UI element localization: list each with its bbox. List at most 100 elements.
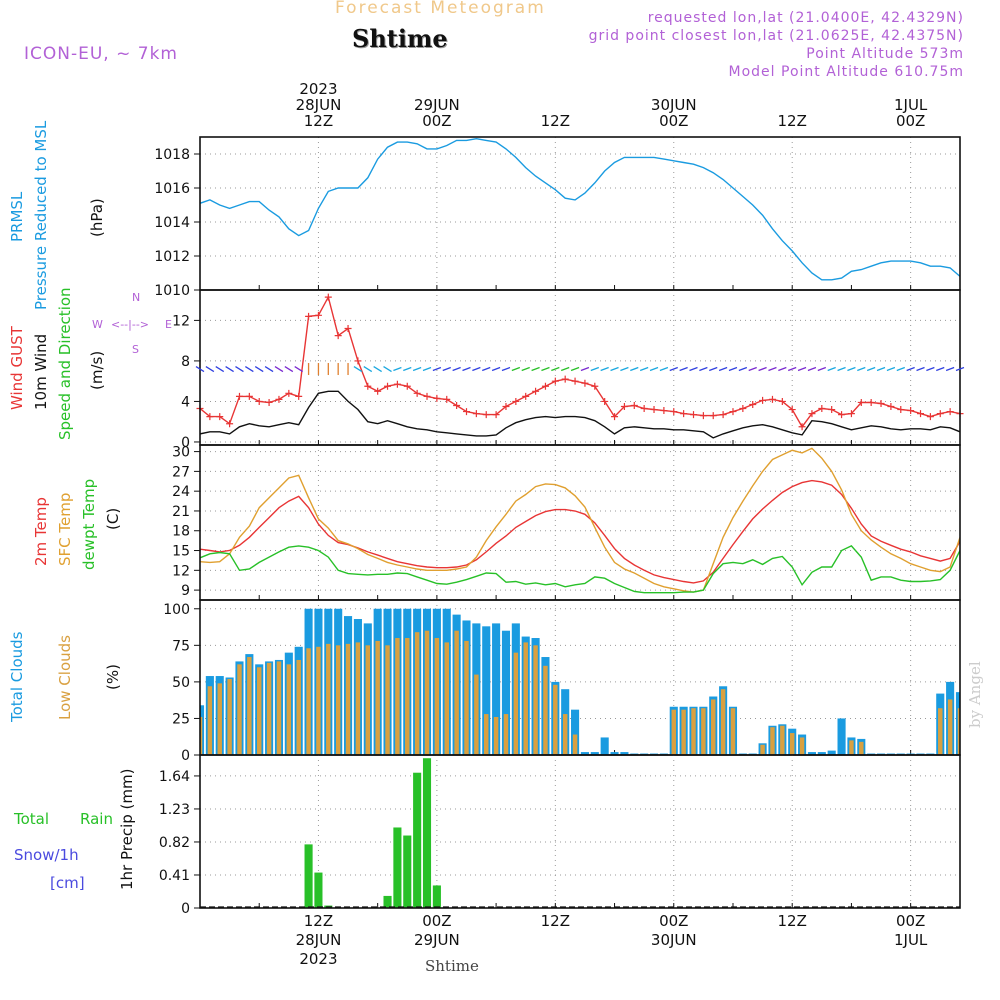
- gust-marker: [838, 411, 846, 419]
- wind-direction-arrow: [205, 365, 215, 373]
- gust-marker: [917, 410, 925, 418]
- requested-coords: requested lon,lat (21.0400E, 42.4329N): [647, 10, 964, 26]
- wind-direction-arrow: [462, 366, 471, 372]
- gust-marker: [907, 407, 915, 415]
- top-time-label: 12Z: [541, 112, 570, 130]
- gust-marker: [630, 401, 638, 409]
- gust-marker: [462, 408, 470, 416]
- bottom-time-label: 00Z: [422, 912, 451, 930]
- gust-marker: [472, 410, 480, 418]
- gust-marker: [324, 293, 332, 301]
- clouds-bar-low-clouds: [316, 646, 321, 755]
- gust-marker: [581, 379, 589, 387]
- wind-direction-arrow: [452, 366, 461, 372]
- gust-marker: [828, 406, 836, 414]
- wind-direction-arrow: [274, 365, 284, 373]
- wind-direction-arrow: [541, 366, 550, 372]
- wind-line-wind-gust: [200, 295, 960, 429]
- gust-marker: [611, 413, 619, 421]
- gust-marker: [739, 405, 747, 413]
- clouds-bar-total-clouds: [571, 709, 580, 755]
- grid-point-coords: grid point closest lon,lat (21.0625E, 42…: [588, 28, 964, 44]
- clouds-bar-low-clouds: [200, 716, 203, 755]
- top-time-label: 00Z: [896, 112, 925, 130]
- clouds-bar-low-clouds: [503, 714, 509, 755]
- precip-ytick-label: 1.23: [159, 802, 190, 818]
- gust-marker: [492, 411, 500, 419]
- bottom-time-label: 29JUN: [414, 931, 460, 949]
- wind-direction-arrow: [866, 366, 876, 372]
- label-wind-gust: Wind GUST: [8, 326, 26, 410]
- gust-marker: [295, 392, 303, 400]
- clouds-bar-total-clouds: [837, 718, 846, 755]
- pressure-line-prmsl: [200, 137, 960, 281]
- wind-direction-arrow: [610, 366, 619, 372]
- label-total-clouds: Total Clouds: [8, 631, 26, 722]
- clouds-bar-low-clouds: [711, 699, 716, 755]
- gust-marker: [699, 412, 707, 420]
- bottom-time-label: 00Z: [659, 912, 688, 930]
- top-time-label: 28JUN: [296, 96, 342, 114]
- gust-marker: [423, 392, 431, 400]
- gust-marker: [413, 389, 421, 397]
- wind-direction-arrow: [531, 366, 540, 372]
- clouds-bar-total-clouds: [492, 623, 501, 755]
- clouds-bar-low-clouds: [414, 632, 420, 755]
- wind-direction-arrow: [580, 366, 590, 372]
- gust-marker: [897, 406, 905, 414]
- compass-north: N: [132, 291, 141, 304]
- clouds-bar-low-clouds: [464, 640, 469, 755]
- clouds-bar-low-clouds: [720, 689, 726, 755]
- gust-marker: [798, 423, 806, 431]
- wind-direction-arrow: [689, 366, 698, 372]
- wind-direction-arrow: [294, 365, 304, 373]
- wind-direction-arrow: [847, 366, 856, 372]
- temperature-ytick-label: 27: [172, 464, 190, 480]
- wind-direction-arrow: [432, 366, 442, 372]
- precip-ytick-label: 1.64: [159, 769, 190, 785]
- location-name: Shtime: [352, 24, 448, 53]
- clouds-ytick-label: 50: [172, 675, 190, 691]
- clouds-ytick-label: 25: [172, 711, 190, 727]
- wind-ytick-label: 8: [181, 354, 190, 370]
- clouds-bar-low-clouds: [730, 708, 736, 755]
- clouds-bar-low-clouds: [859, 741, 864, 755]
- gust-marker: [690, 411, 698, 419]
- model-name: ICON-EU, ~ 7km: [24, 44, 178, 64]
- precip-frame: [199, 754, 961, 909]
- gust-marker: [206, 413, 214, 421]
- clouds-bar-total-clouds: [620, 752, 629, 755]
- label-low-clouds: Low Clouds: [56, 635, 74, 720]
- wind-direction-arrow: [393, 366, 402, 372]
- gust-marker: [847, 410, 855, 418]
- precip-bar-total-rain: [314, 872, 323, 908]
- clouds-bar-low-clouds: [938, 708, 943, 755]
- bottom-time-label: 28JUN: [296, 931, 342, 949]
- gust-marker: [818, 405, 826, 413]
- clouds-bar-total-clouds: [590, 752, 599, 755]
- wind-direction-arrow: [639, 366, 649, 372]
- wind-direction-arrow: [936, 366, 945, 372]
- clouds-bar-low-clouds: [671, 709, 676, 755]
- gust-marker: [512, 397, 520, 405]
- gust-marker: [788, 406, 796, 414]
- gust-marker: [729, 408, 737, 416]
- gust-marker: [670, 408, 678, 416]
- gust-marker: [759, 396, 767, 404]
- clouds-bar-low-clouds: [237, 664, 242, 755]
- wind-direction-arrow: [195, 365, 205, 373]
- gust-marker: [680, 410, 688, 418]
- clouds-frame: [199, 599, 961, 756]
- clouds-bar-low-clouds: [562, 714, 568, 755]
- pressure-ytick-label: 1018: [154, 147, 190, 163]
- clouds-bar-total-clouds: [600, 737, 609, 755]
- wind-direction-arrow: [807, 366, 817, 372]
- wind-direction-arrow: [709, 366, 718, 372]
- gust-marker: [453, 401, 461, 409]
- temperature-ytick-label: 30: [172, 445, 190, 461]
- wind-direction-arrow: [738, 366, 748, 372]
- gust-marker: [887, 403, 895, 411]
- precip-ytick-label: 0.82: [159, 835, 190, 851]
- clouds-bar-low-clouds: [266, 662, 272, 755]
- clouds-bar-low-clouds: [286, 664, 292, 755]
